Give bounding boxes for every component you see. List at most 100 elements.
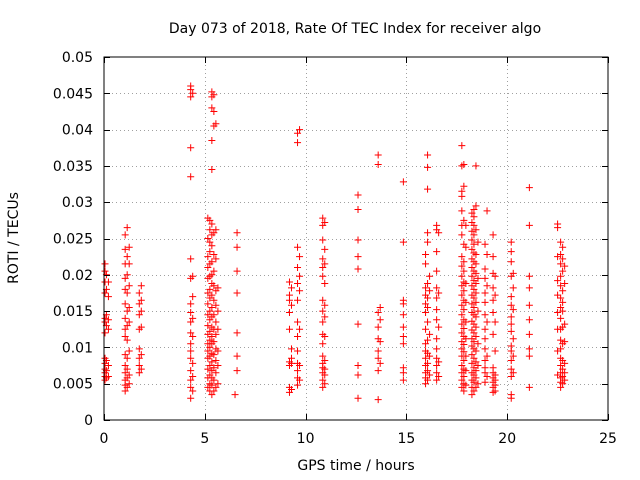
data-point xyxy=(399,364,407,372)
data-point xyxy=(189,89,197,97)
data-point xyxy=(187,329,195,337)
data-point xyxy=(489,284,497,292)
data-point xyxy=(296,126,304,134)
data-point xyxy=(426,287,434,295)
data-point xyxy=(123,253,131,261)
data-point xyxy=(206,216,214,224)
data-point xyxy=(525,316,533,324)
data-point xyxy=(435,372,443,380)
data-point xyxy=(424,367,432,375)
data-point xyxy=(472,374,480,382)
data-point xyxy=(460,387,468,395)
data-point xyxy=(458,301,466,309)
data-point xyxy=(557,294,565,302)
data-point xyxy=(210,282,218,290)
data-point xyxy=(123,336,131,344)
data-point xyxy=(206,362,214,370)
data-point xyxy=(294,347,302,355)
data-point xyxy=(233,229,241,237)
data-point xyxy=(426,272,434,280)
data-point xyxy=(435,323,443,331)
data-point xyxy=(208,220,216,228)
data-point xyxy=(507,301,515,309)
data-point xyxy=(321,365,329,373)
data-point xyxy=(491,371,499,379)
data-point xyxy=(121,369,129,377)
data-point xyxy=(435,358,443,366)
data-point xyxy=(525,330,533,338)
data-point xyxy=(462,280,470,288)
data-point xyxy=(472,347,480,355)
data-point xyxy=(489,309,497,317)
data-point xyxy=(424,238,432,246)
data-point xyxy=(559,307,567,315)
data-point xyxy=(462,221,470,229)
data-point xyxy=(204,235,212,242)
data-point xyxy=(210,338,218,346)
data-point xyxy=(489,364,497,372)
data-point xyxy=(399,238,407,246)
data-point xyxy=(472,202,480,210)
data-point xyxy=(354,394,362,402)
data-point xyxy=(509,284,517,292)
data-point xyxy=(422,354,430,362)
data-point xyxy=(294,264,302,272)
data-point xyxy=(554,291,562,299)
y-tick-label: 0 xyxy=(84,413,93,429)
data-point xyxy=(557,303,565,311)
data-point xyxy=(125,260,133,268)
data-point xyxy=(121,300,129,308)
data-point xyxy=(557,336,565,344)
data-point xyxy=(321,333,329,341)
data-point xyxy=(125,282,133,290)
data-point xyxy=(233,267,241,275)
data-point xyxy=(321,356,329,364)
data-point xyxy=(321,219,329,227)
data-point xyxy=(458,320,466,328)
data-point xyxy=(507,313,515,321)
data-point xyxy=(470,354,478,362)
data-point xyxy=(481,265,489,273)
data-point xyxy=(294,381,302,389)
data-point xyxy=(424,376,432,384)
data-point xyxy=(319,272,327,280)
data-point xyxy=(422,300,430,308)
data-point xyxy=(135,354,143,362)
data-point xyxy=(374,367,382,375)
grid-lines xyxy=(104,57,608,420)
data-point xyxy=(481,356,489,364)
data-point xyxy=(433,335,441,343)
data-point xyxy=(101,260,109,268)
data-point xyxy=(321,280,329,288)
data-point xyxy=(554,220,562,228)
data-point xyxy=(137,296,145,304)
data-point xyxy=(472,226,480,234)
data-point xyxy=(557,362,565,370)
data-point xyxy=(489,231,497,239)
data-point xyxy=(206,285,214,293)
data-point xyxy=(424,336,432,344)
data-point xyxy=(101,267,109,275)
data-point xyxy=(212,356,220,364)
data-point xyxy=(204,253,212,261)
data-point xyxy=(433,345,441,353)
data-point xyxy=(559,298,567,306)
data-point xyxy=(559,380,567,388)
data-point xyxy=(483,282,491,290)
data-point xyxy=(104,316,112,324)
data-point xyxy=(233,329,241,337)
data-point xyxy=(121,351,129,359)
data-point xyxy=(460,267,468,275)
data-point xyxy=(481,311,489,319)
data-point xyxy=(123,365,131,373)
data-point xyxy=(233,289,241,297)
data-point xyxy=(121,231,129,239)
data-point xyxy=(557,260,565,268)
data-point xyxy=(214,347,222,355)
data-point xyxy=(399,340,407,348)
data-point xyxy=(319,376,327,384)
data-point xyxy=(125,243,133,251)
data-point xyxy=(294,280,302,288)
data-point xyxy=(507,293,515,301)
data-point xyxy=(210,311,218,319)
